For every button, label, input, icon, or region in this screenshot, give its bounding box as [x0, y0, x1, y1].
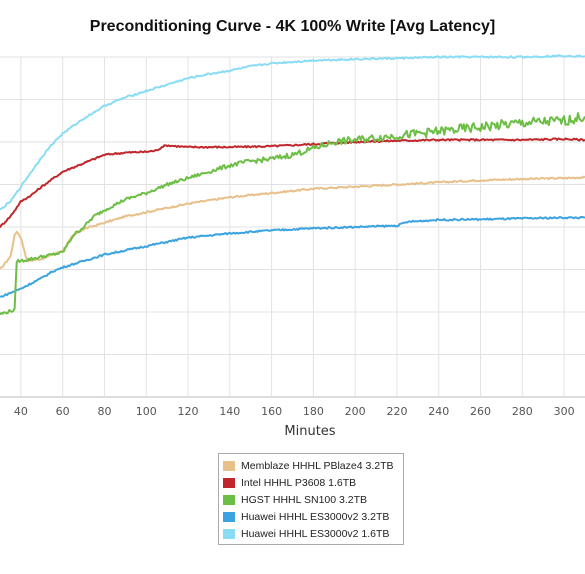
- legend-item[interactable]: Memblaze HHHL PBlaze4 3.2TB: [223, 457, 403, 474]
- legend-item[interactable]: Huawei HHHL ES3000v2 3.2TB: [223, 508, 403, 525]
- series-lines: [0, 54, 585, 316]
- x-tick-label: 220: [386, 405, 407, 418]
- legend-item[interactable]: HGST HHHL SN100 3.2TB: [223, 491, 403, 508]
- x-tick-label: 140: [219, 405, 240, 418]
- legend: Memblaze HHHL PBlaze4 3.2TB Intel HHHL P3…: [218, 453, 404, 545]
- series-line: [0, 112, 585, 316]
- legend-swatch: [223, 477, 235, 488]
- x-tick-label: 200: [345, 405, 366, 418]
- legend-swatch: [223, 460, 235, 471]
- x-tick-label: 80: [97, 405, 111, 418]
- legend-swatch: [223, 528, 235, 539]
- x-axis-label: Minutes: [284, 424, 336, 439]
- x-tick-label: 120: [178, 405, 199, 418]
- x-tick-label: 40: [14, 405, 28, 418]
- grid-lines: [0, 56, 585, 398]
- x-tick-label: 160: [261, 405, 282, 418]
- x-tick-label: 240: [428, 405, 449, 418]
- x-tick-labels: 40 60 80 100 120 140 160 180 200 220 240 260 280 300: [14, 405, 575, 418]
- legend-item[interactable]: Intel HHHL P3608 1.6TB: [223, 474, 403, 491]
- chart-title: Preconditioning Curve - 4K 100% Write [A…: [89, 18, 496, 35]
- legend-swatch: [223, 494, 235, 505]
- series-line: [0, 215, 585, 298]
- legend-label: Intel HHHL P3608 1.6TB: [241, 476, 357, 489]
- series-line: [0, 137, 585, 229]
- x-tick-label: 300: [554, 405, 575, 418]
- x-tick-label: 180: [303, 405, 324, 418]
- x-tick-label: 100: [136, 405, 157, 418]
- x-tick-label: 280: [512, 405, 533, 418]
- legend-label: Memblaze HHHL PBlaze4 3.2TB: [241, 459, 394, 472]
- series-line: [0, 54, 585, 211]
- series-line: [0, 175, 585, 270]
- legend-item[interactable]: Huawei HHHL ES3000v2 1.6TB: [223, 525, 403, 542]
- legend-label: Huawei HHHL ES3000v2 1.6TB: [241, 527, 390, 540]
- legend-label: HGST HHHL SN100 3.2TB: [241, 493, 368, 506]
- x-tick-label: 60: [56, 405, 70, 418]
- legend-swatch: [223, 511, 235, 522]
- legend-label: Huawei HHHL ES3000v2 3.2TB: [241, 510, 390, 523]
- x-tick-label: 260: [470, 405, 491, 418]
